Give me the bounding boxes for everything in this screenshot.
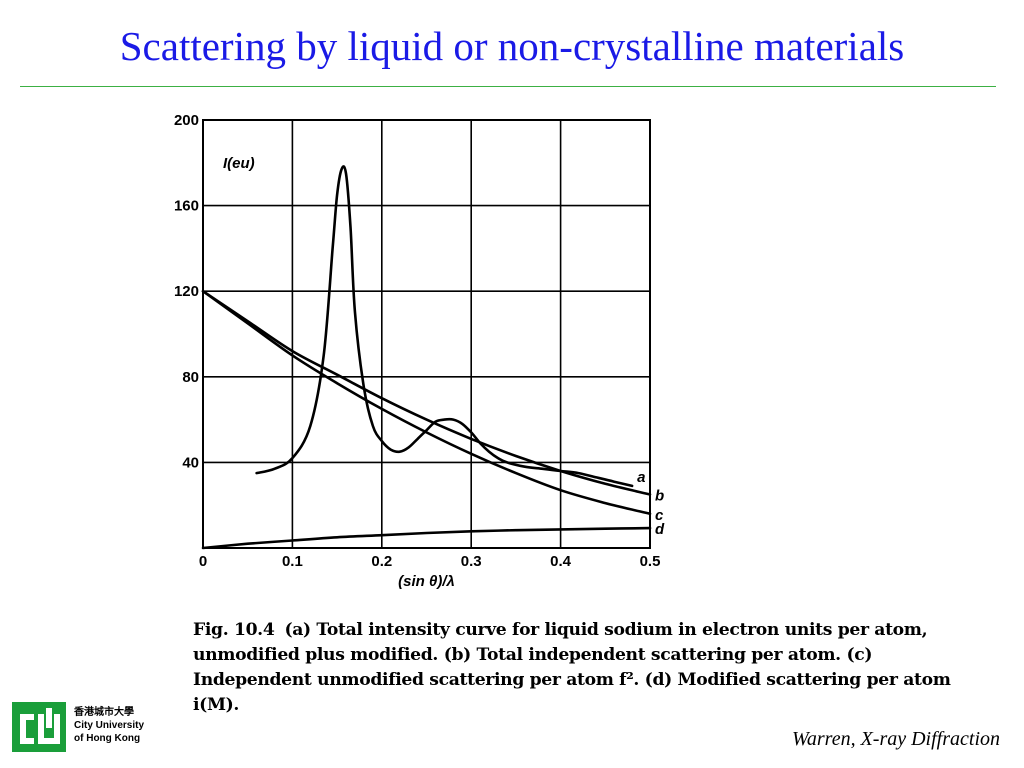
title-divider (20, 86, 996, 87)
y-tick-label: 80 (182, 369, 199, 386)
x-tick-label: 0.3 (461, 553, 482, 570)
series-line-a (255, 165, 634, 488)
figure-caption: Fig. 10.4 (a) Total intensity curve for l… (193, 618, 993, 718)
chart-grid (203, 120, 650, 548)
y-tick-label: 160 (174, 198, 199, 215)
x-axis-label: (sin θ)/λ (398, 573, 455, 590)
x-tick-label: 0.5 (640, 553, 661, 570)
caption-figure-number: Fig. 10.4 (193, 620, 275, 640)
y-tick-label: 40 (182, 454, 199, 471)
series-label-c: c (655, 507, 664, 524)
series-label-b: b (655, 488, 664, 505)
cityu-logo-icon (12, 702, 66, 752)
source-citation: Warren, X-ray Diffraction (792, 728, 1000, 750)
series-label-d: d (655, 521, 665, 538)
y-tick-label: 120 (174, 283, 199, 300)
series-line-c (201, 289, 652, 516)
logo-name-line2: of Hong Kong (74, 733, 141, 744)
x-tick-label: 0.1 (282, 553, 303, 570)
x-tick-label: 0.2 (371, 553, 392, 570)
university-logo: 香港城市大學 City University of Hong Kong (10, 698, 160, 758)
slide-title: Scattering by liquid or non-crystalline … (119, 23, 905, 69)
logo-text: 香港城市大學 City University of Hong Kong (74, 706, 144, 745)
series-line-b (201, 289, 652, 496)
caption-text: (a) Total intensity curve for liquid sod… (193, 620, 951, 715)
axis-ticks: 0 0.1 0.2 0.3 0.4 0.5 40 80 120 160 200 (174, 112, 660, 570)
series-line-d (201, 526, 652, 550)
y-axis-label: I(eu) (223, 155, 255, 172)
x-tick-label: 0 (199, 553, 207, 570)
y-tick-label: 200 (174, 112, 199, 129)
series-label-a: a (637, 469, 645, 486)
logo-name-chinese: 香港城市大學 (74, 707, 134, 718)
plot-frame (202, 119, 651, 549)
x-tick-label: 0.4 (550, 553, 572, 570)
logo-name-line1: City University (74, 720, 145, 731)
